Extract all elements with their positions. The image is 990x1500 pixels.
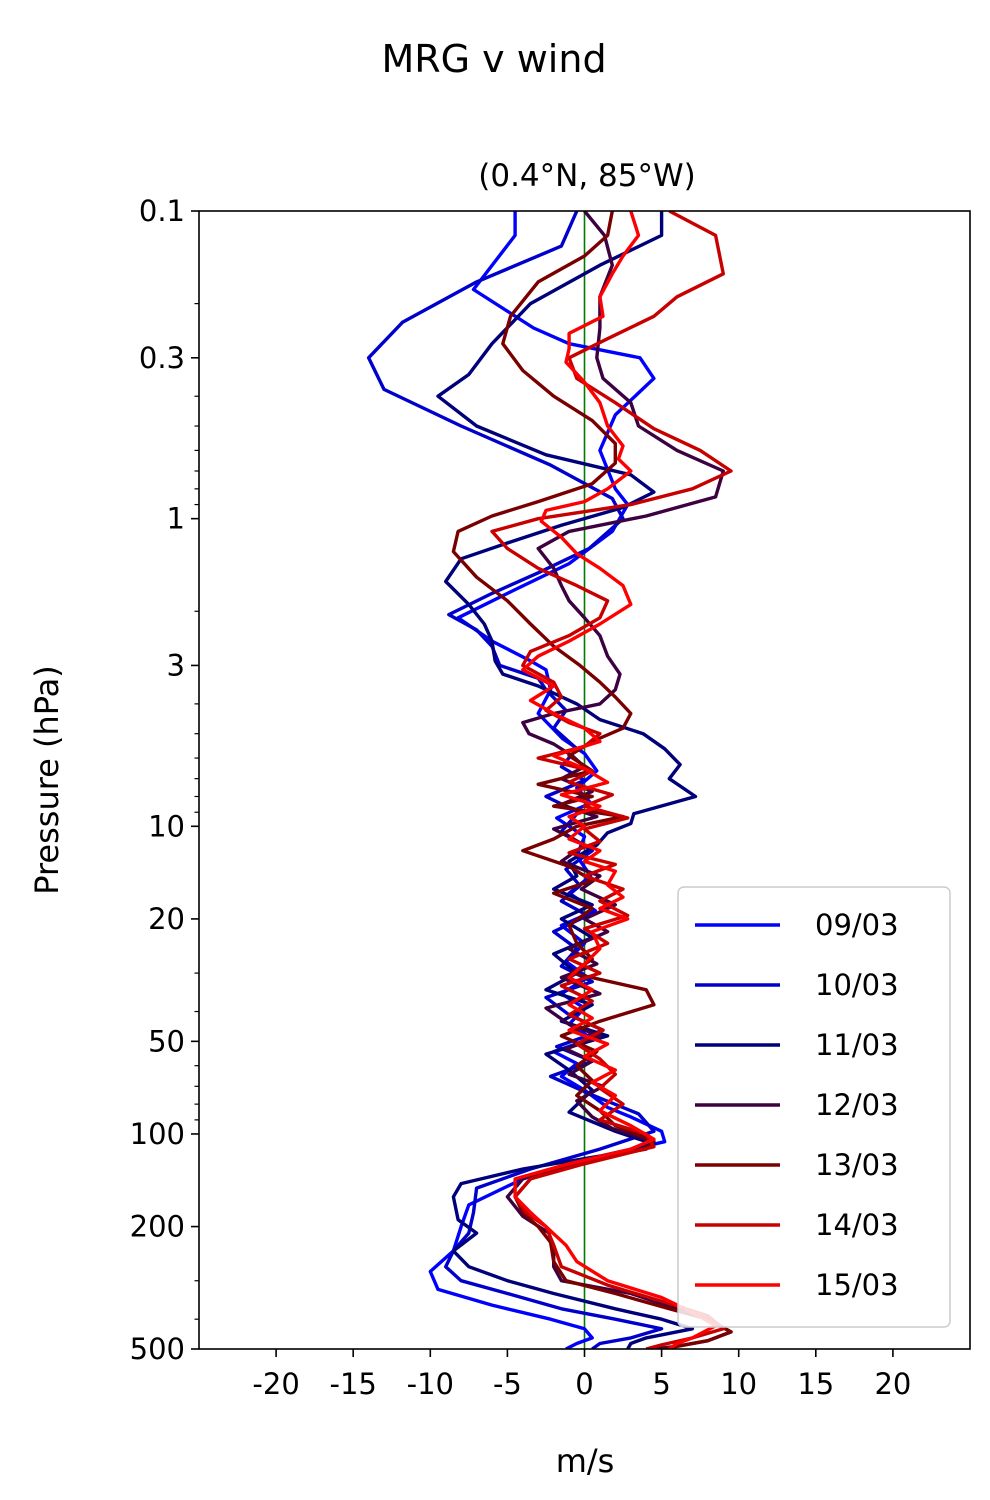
- x-axis-label: m/s: [556, 1442, 615, 1480]
- series-layer: [366, 211, 733, 1349]
- legend-label: 13/03: [815, 1148, 899, 1182]
- x-tick-label: -5: [493, 1367, 522, 1401]
- y-axis-label: Pressure (hPa): [28, 665, 66, 895]
- legend-label: 09/03: [815, 908, 899, 942]
- y-tick-label: 50: [148, 1024, 185, 1058]
- y-tick-label: 100: [130, 1117, 185, 1151]
- legend-label: 11/03: [815, 1028, 899, 1062]
- series-line-6: [490, 211, 733, 1349]
- y-tick-label: 10: [148, 809, 185, 843]
- y-tick-label: 200: [130, 1210, 185, 1244]
- plot-frame: [198, 210, 971, 1350]
- series-line-1: [428, 211, 667, 1349]
- x-tick-label: -15: [330, 1367, 377, 1401]
- y-axis: 0.1 0.3 1 3 10 20 50 100 200 500: [130, 194, 199, 1366]
- chart-title: MRG v wind: [381, 37, 606, 81]
- y-tick-label: 0.3: [139, 341, 185, 375]
- series-line-7: [513, 211, 718, 1349]
- x-tick-label: 15: [797, 1367, 834, 1401]
- y-tick-label: 500: [130, 1332, 185, 1366]
- legend-label: 12/03: [815, 1088, 899, 1122]
- x-axis: -20 -15 -10 -5 0 5 10 15 20: [252, 1349, 911, 1401]
- x-tick-label: 0: [575, 1367, 593, 1401]
- y-tick-label: 3: [167, 648, 185, 682]
- legend-box: [677, 886, 951, 1328]
- x-tick-label: 5: [652, 1367, 670, 1401]
- y-tick-label: 20: [148, 902, 185, 936]
- x-tick-label: 10: [720, 1367, 757, 1401]
- legend-label: 10/03: [815, 968, 899, 1002]
- legend-label: 15/03: [815, 1268, 899, 1302]
- legend-label: 14/03: [815, 1208, 899, 1242]
- x-tick-label: -20: [252, 1367, 299, 1401]
- chart-subtitle: (0.4°N, 85°W): [478, 158, 695, 194]
- x-tick-label: 20: [874, 1367, 911, 1401]
- x-tick-label: -10: [407, 1367, 454, 1401]
- y-tick-label: 1: [167, 502, 185, 536]
- y-tick-label: 0.1: [139, 194, 185, 228]
- series-line-2: [366, 211, 664, 1349]
- series-line-4: [505, 211, 733, 1349]
- legend: 09/03 10/03 11/03 12/03 13/03 14/03 15/03: [677, 886, 951, 1328]
